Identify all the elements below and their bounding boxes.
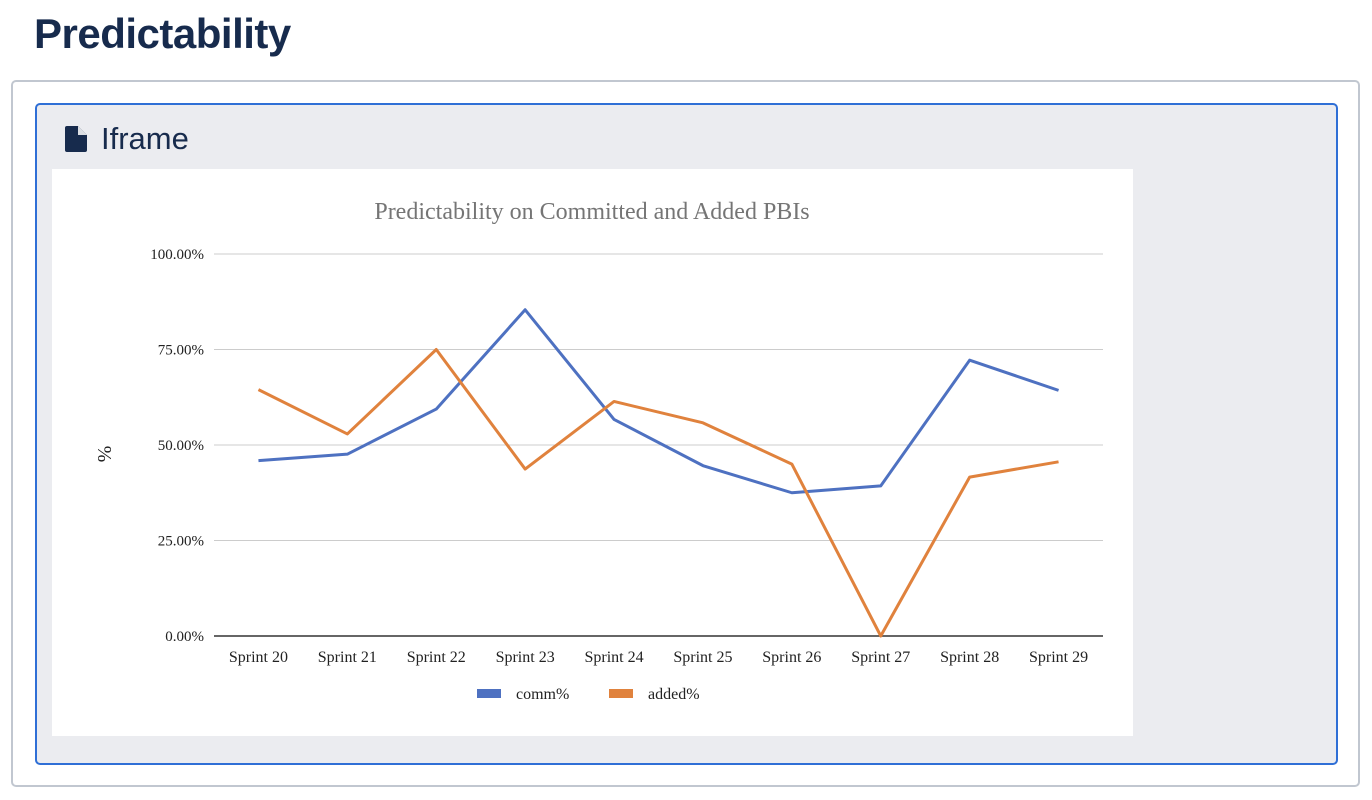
x-tick-labels: Sprint 20 Sprint 21 Sprint 22 Sprint 23 Spri…	[229, 649, 1088, 666]
chart-title: Predictability on Committed and Added PB…	[374, 199, 809, 225]
legend-swatch	[609, 689, 633, 698]
y-axis-label: %	[93, 446, 115, 463]
y-tick-labels: 0.00% 25.00% 50.00% 75.00% 100.00%	[150, 247, 204, 645]
x-tick-label: Sprint 27	[851, 649, 910, 666]
macro-header: Iframe	[65, 121, 189, 157]
legend-label: comm%	[516, 686, 569, 703]
x-tick-label: Sprint 29	[1029, 649, 1088, 666]
x-tick-label: Sprint 24	[584, 649, 643, 666]
x-tick-label: Sprint 26	[762, 649, 821, 666]
y-tick-label: 0.00%	[165, 629, 204, 645]
series-line-comm	[258, 308, 1060, 495]
series-lines	[257, 308, 1060, 638]
gridlines	[214, 253, 1103, 637]
x-tick-label: Sprint 25	[673, 649, 732, 666]
x-tick-label: Sprint 23	[496, 649, 555, 666]
document-icon	[65, 126, 87, 152]
y-tick-label: 25.00%	[158, 534, 204, 550]
x-tick-label: Sprint 28	[940, 649, 999, 666]
iframe-content[interactable]: Predictability on Committed and Added PB…	[52, 169, 1133, 736]
x-tick-label: Sprint 21	[318, 649, 377, 666]
page-title: Predictability	[34, 10, 291, 57]
x-tick-label: Sprint 22	[407, 649, 466, 666]
series-line-added	[257, 348, 1059, 638]
y-tick-label: 50.00%	[158, 438, 204, 454]
y-tick-label: 100.00%	[150, 247, 204, 263]
macro-title: Iframe	[101, 121, 189, 156]
iframe-macro-panel: Iframe Predictability on Committed and A…	[35, 103, 1338, 765]
legend-swatch	[477, 689, 501, 698]
legend-label: added%	[648, 686, 700, 703]
x-tick-label: Sprint 20	[229, 649, 288, 666]
y-tick-label: 75.00%	[158, 343, 204, 359]
line-chart: Predictability on Committed and Added PB…	[93, 199, 1103, 703]
legend: comm% added%	[477, 686, 700, 703]
